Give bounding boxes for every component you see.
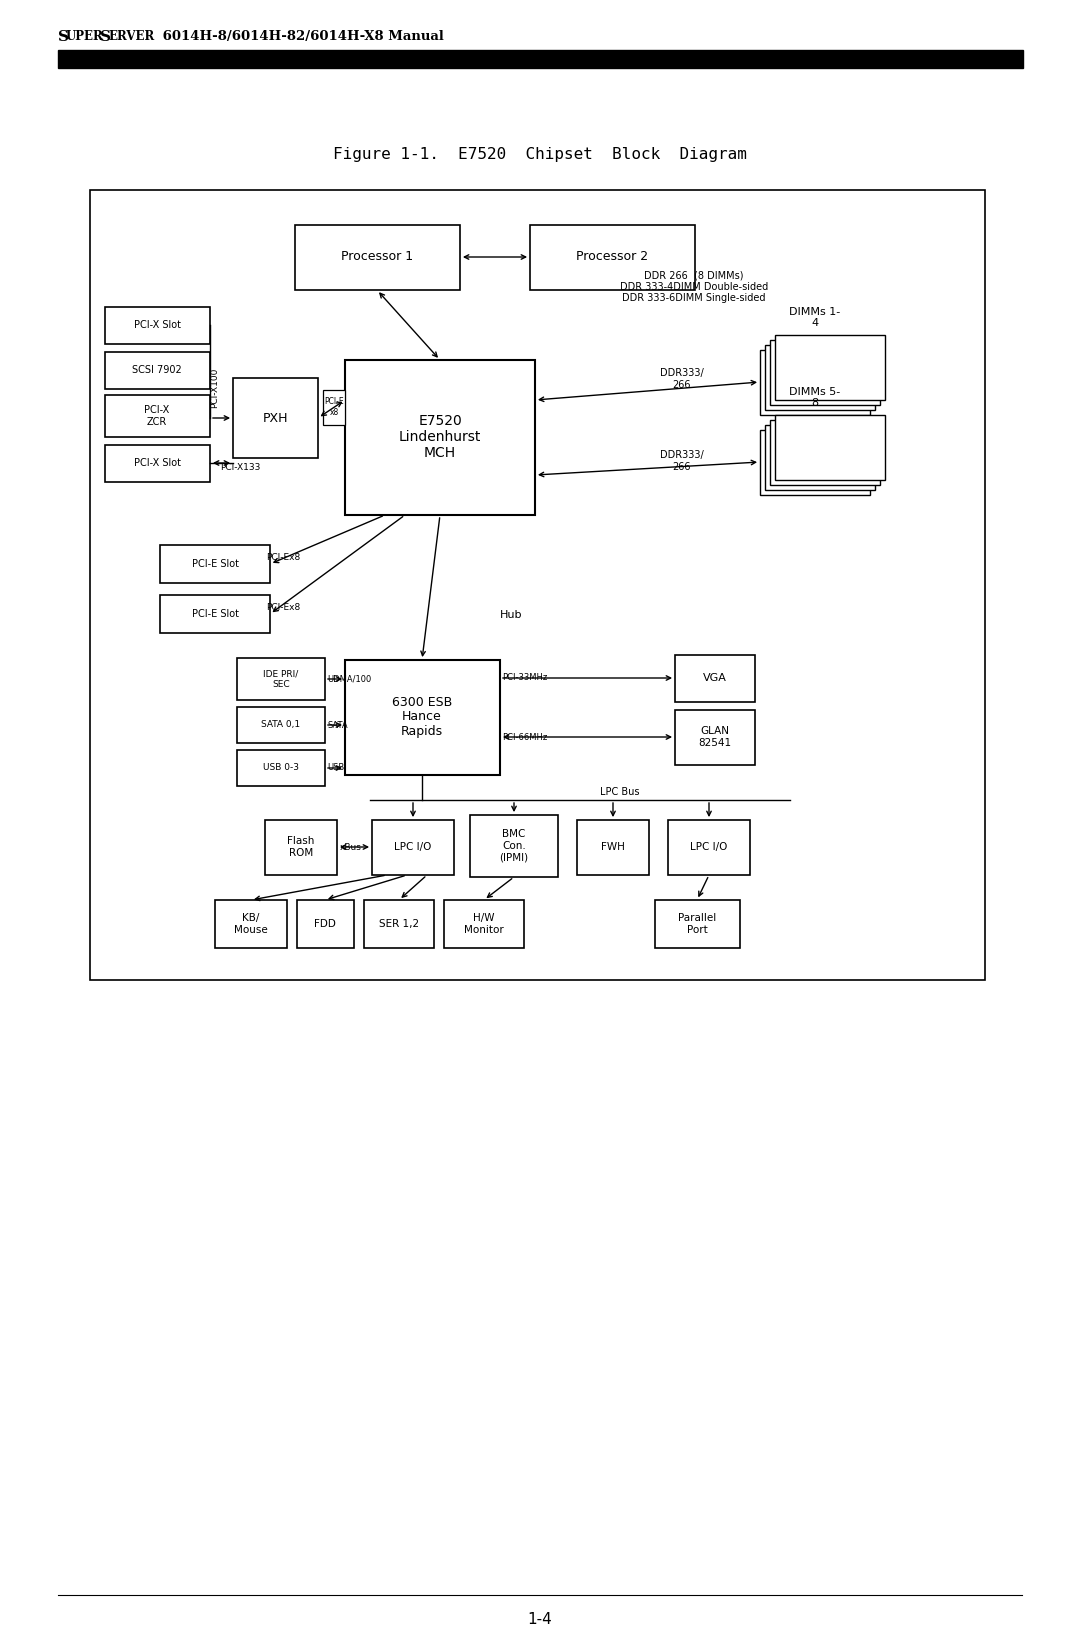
- Bar: [444, 899, 524, 949]
- Text: PCI-E
x8: PCI-E x8: [324, 398, 343, 417]
- Bar: [675, 655, 755, 701]
- Text: PXH: PXH: [262, 411, 287, 424]
- Text: Flash
ROM: Flash ROM: [287, 837, 314, 858]
- Text: IDE PRI/
SEC: IDE PRI/ SEC: [264, 670, 299, 688]
- Text: Processor 1: Processor 1: [341, 251, 413, 264]
- Bar: [105, 446, 210, 482]
- Bar: [470, 815, 558, 878]
- Bar: [345, 360, 535, 515]
- Bar: [765, 345, 875, 409]
- Text: Figure 1-1.  E7520  Chipset  Block  Diagram: Figure 1-1. E7520 Chipset Block Diagram: [333, 147, 747, 162]
- Text: PCI-E Slot: PCI-E Slot: [191, 559, 239, 569]
- Text: SATA 0,1: SATA 0,1: [261, 721, 300, 729]
- Bar: [105, 307, 210, 343]
- Text: E7520
Lindenhurst
MCH: E7520 Lindenhurst MCH: [399, 414, 482, 460]
- Bar: [160, 596, 270, 634]
- Bar: [237, 706, 325, 742]
- Text: USB: USB: [327, 764, 345, 772]
- Bar: [295, 224, 460, 290]
- Bar: [372, 820, 454, 874]
- Bar: [669, 820, 750, 874]
- Text: DDR333/
266: DDR333/ 266: [660, 450, 704, 472]
- Bar: [233, 378, 318, 459]
- Text: 1-4: 1-4: [528, 1612, 552, 1627]
- Bar: [105, 394, 210, 437]
- Text: Parallel
Port: Parallel Port: [678, 912, 716, 936]
- Bar: [297, 899, 354, 949]
- Text: FWH: FWH: [602, 842, 625, 851]
- Bar: [265, 820, 337, 874]
- Text: USB 0-3: USB 0-3: [264, 764, 299, 772]
- Bar: [770, 340, 880, 404]
- Text: PCI-X Slot: PCI-X Slot: [134, 459, 180, 469]
- Text: DIMMs 5-
8: DIMMs 5- 8: [789, 386, 840, 408]
- Text: 6300 ESB
Hance
Rapids: 6300 ESB Hance Rapids: [392, 696, 453, 739]
- Bar: [770, 421, 880, 485]
- Text: PCI-Ex8: PCI-Ex8: [266, 553, 300, 563]
- Text: LPC Bus: LPC Bus: [600, 787, 639, 797]
- Text: PCI-33MHz: PCI-33MHz: [502, 673, 548, 683]
- Bar: [160, 544, 270, 582]
- Text: BMC
Con.
(IPMI): BMC Con. (IPMI): [499, 830, 528, 863]
- Bar: [58, 50, 1023, 68]
- Text: PCI-X Slot: PCI-X Slot: [134, 320, 180, 330]
- Bar: [760, 431, 870, 495]
- Bar: [765, 426, 875, 490]
- Bar: [654, 899, 740, 949]
- Text: UDMA/100: UDMA/100: [327, 675, 372, 683]
- Bar: [760, 350, 870, 416]
- Text: 6014H-8/6014H-82/6014H-X8 Manual: 6014H-8/6014H-82/6014H-X8 Manual: [158, 30, 444, 43]
- Text: KB/
Mouse: KB/ Mouse: [234, 912, 268, 936]
- Text: LPC I/O: LPC I/O: [690, 842, 728, 851]
- Text: VGA: VGA: [703, 673, 727, 683]
- Text: DIMMs 1-
4: DIMMs 1- 4: [789, 307, 840, 328]
- Bar: [530, 224, 696, 290]
- Bar: [364, 899, 434, 949]
- Text: SCSI 7902: SCSI 7902: [132, 365, 181, 375]
- Text: PCI-E Slot: PCI-E Slot: [191, 609, 239, 619]
- Bar: [323, 389, 345, 426]
- Text: Hub: Hub: [500, 610, 523, 620]
- Text: GLAN
82541: GLAN 82541: [699, 726, 731, 747]
- Text: LPC I/O: LPC I/O: [394, 842, 432, 851]
- Text: SATA: SATA: [327, 721, 348, 729]
- Text: DDR 266  (8 DIMMs)
DDR 333-4DIMM Double-sided
DDR 333-6DIMM Single-sided: DDR 266 (8 DIMMs) DDR 333-4DIMM Double-s…: [620, 271, 768, 304]
- Bar: [775, 335, 885, 399]
- Text: PCI-X100: PCI-X100: [211, 368, 219, 408]
- Text: S: S: [100, 30, 111, 45]
- Text: PCI-Ex8: PCI-Ex8: [266, 604, 300, 612]
- Text: DDR333/
266: DDR333/ 266: [660, 368, 704, 389]
- Text: H/W
Monitor: H/W Monitor: [464, 912, 504, 936]
- Text: UPER: UPER: [66, 30, 104, 43]
- Bar: [215, 899, 287, 949]
- Bar: [675, 710, 755, 766]
- Text: PCI-66MHz: PCI-66MHz: [502, 733, 548, 741]
- Text: ERVER: ERVER: [108, 30, 154, 43]
- Bar: [90, 190, 985, 980]
- Text: PCI-X
ZCR: PCI-X ZCR: [145, 406, 170, 427]
- Text: xBus: xBus: [340, 843, 362, 851]
- Text: SER 1,2: SER 1,2: [379, 919, 419, 929]
- Text: PCI-X133: PCI-X133: [220, 462, 260, 472]
- Bar: [105, 351, 210, 389]
- Text: FDD: FDD: [314, 919, 336, 929]
- Text: S: S: [58, 30, 69, 45]
- Bar: [775, 416, 885, 480]
- Bar: [237, 751, 325, 785]
- Bar: [577, 820, 649, 874]
- Bar: [345, 660, 500, 775]
- Text: Processor 2: Processor 2: [576, 251, 648, 264]
- Bar: [237, 658, 325, 700]
